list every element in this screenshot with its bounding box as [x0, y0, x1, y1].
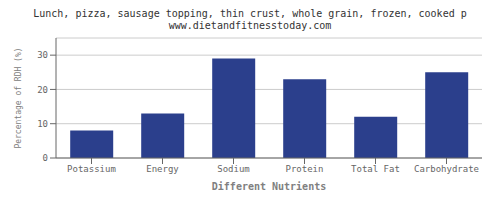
- svg-text:Energy: Energy: [146, 164, 179, 174]
- svg-text:Different Nutrients: Different Nutrients: [212, 181, 326, 192]
- svg-text:Protein: Protein: [286, 164, 324, 174]
- svg-text:Carbohydrate: Carbohydrate: [414, 164, 479, 174]
- html-text:www.dietandfitnesstoday.com: www.dietandfitnesstoday.com: [168, 20, 332, 31]
- html-text:Lunch, pizza, sausage topping,: Lunch, pizza, sausage topping, thin crus…: [33, 8, 467, 19]
- svg-text:10: 10: [37, 119, 48, 129]
- svg-text:30: 30: [37, 50, 48, 60]
- svg-text:Percentage of RDH (%): Percentage of RDH (%): [14, 47, 23, 148]
- svg-text:20: 20: [37, 85, 48, 95]
- svg-text:0: 0: [43, 153, 48, 163]
- svg-text:Total Fat: Total Fat: [351, 164, 400, 174]
- svg-text:Sodium: Sodium: [217, 164, 250, 174]
- svg-text:Potassium: Potassium: [67, 164, 116, 174]
